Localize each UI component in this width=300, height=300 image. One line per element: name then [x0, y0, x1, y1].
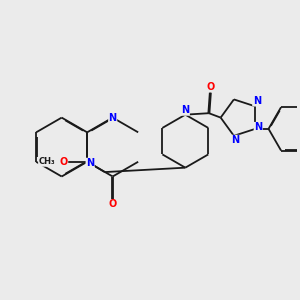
Text: N: N	[109, 112, 117, 123]
Text: O: O	[109, 200, 117, 209]
Text: N: N	[254, 122, 262, 132]
Text: N: N	[231, 135, 239, 145]
Text: O: O	[59, 157, 68, 167]
Text: O: O	[206, 82, 214, 92]
Text: N: N	[181, 105, 189, 115]
Text: CH₃: CH₃	[38, 157, 55, 166]
Text: N: N	[253, 96, 261, 106]
Text: N: N	[86, 158, 94, 168]
